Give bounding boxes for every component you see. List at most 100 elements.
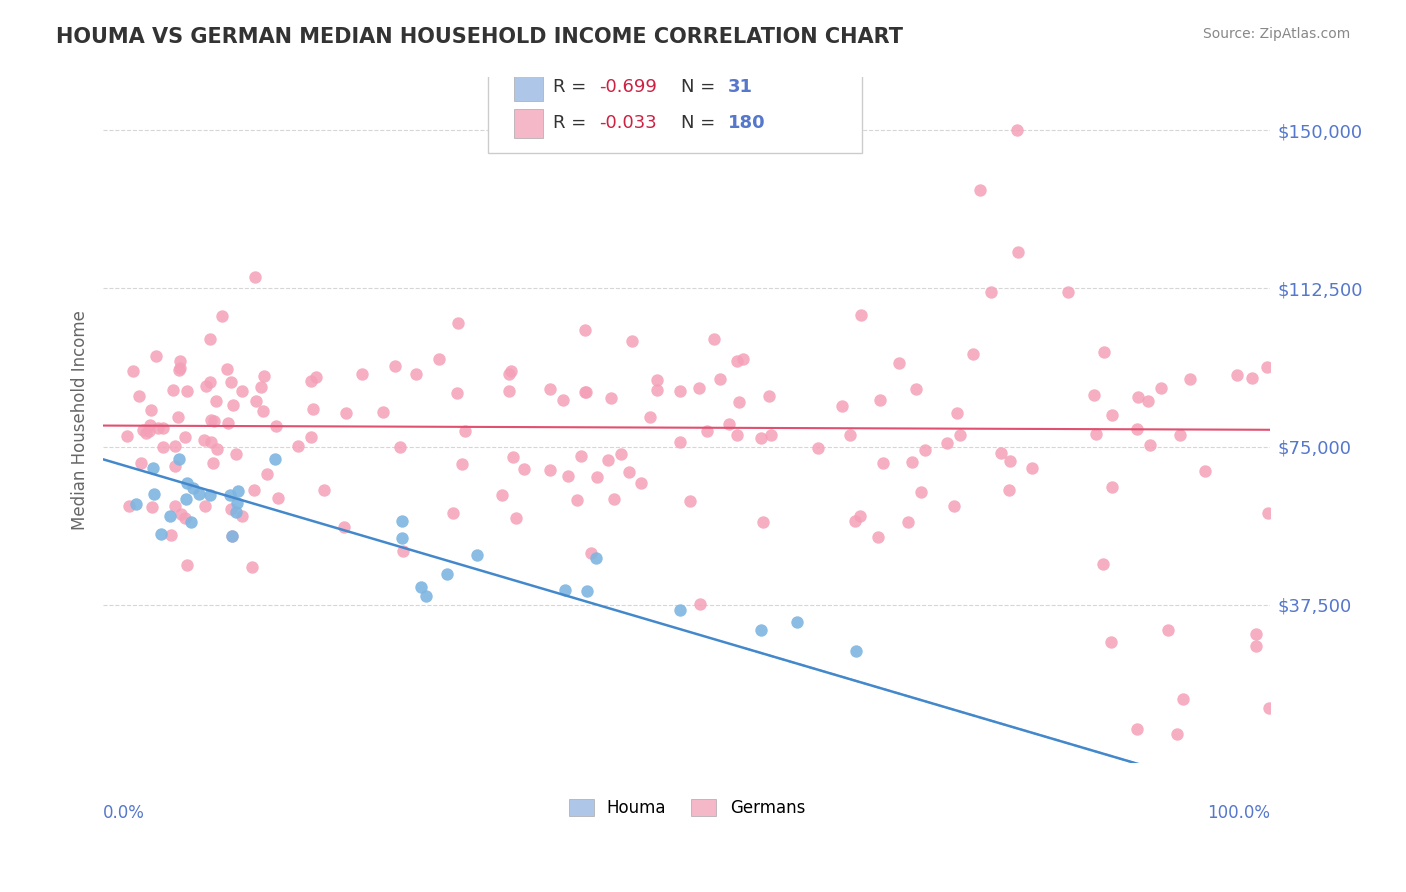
Point xyxy=(188,487,211,501)
Point xyxy=(388,441,411,455)
Point xyxy=(576,584,599,599)
Point xyxy=(696,425,718,439)
Point xyxy=(222,398,245,412)
Legend: Houma, Germans: Houma, Germans xyxy=(562,792,811,823)
Point xyxy=(901,455,924,469)
Point xyxy=(131,423,153,437)
Point xyxy=(1021,461,1043,475)
Point xyxy=(512,461,534,475)
Point xyxy=(1126,422,1149,436)
Point xyxy=(124,497,146,511)
Point xyxy=(1226,368,1249,382)
Point xyxy=(142,461,165,475)
Point xyxy=(574,385,596,400)
Point xyxy=(436,567,458,582)
Point xyxy=(176,558,198,572)
Point xyxy=(849,309,872,323)
Point xyxy=(202,413,225,427)
Point xyxy=(384,359,406,373)
Point xyxy=(689,597,711,611)
Point xyxy=(1137,393,1160,408)
Point xyxy=(174,430,197,444)
Text: Source: ZipAtlas.com: Source: ZipAtlas.com xyxy=(1202,27,1350,41)
Point xyxy=(264,452,287,467)
Point xyxy=(786,615,808,629)
Point xyxy=(174,491,197,506)
Point xyxy=(1085,426,1108,441)
Point xyxy=(122,364,145,378)
Point xyxy=(409,580,432,594)
Point xyxy=(250,380,273,394)
Point xyxy=(143,486,166,500)
Point xyxy=(221,529,243,543)
Point xyxy=(669,384,692,398)
Point xyxy=(866,530,889,544)
Point xyxy=(728,394,751,409)
Point xyxy=(905,382,928,396)
Point xyxy=(160,528,183,542)
Point xyxy=(391,531,413,545)
Text: HOUMA VS GERMAN MEDIAN HOUSEHOLD INCOME CORRELATION CHART: HOUMA VS GERMAN MEDIAN HOUSEHOLD INCOME … xyxy=(56,27,903,46)
Point xyxy=(752,515,775,529)
Point xyxy=(333,520,356,534)
Point xyxy=(129,456,152,470)
Point xyxy=(219,488,242,502)
Point xyxy=(335,406,357,420)
Point xyxy=(557,468,579,483)
Point xyxy=(1166,727,1188,741)
Point xyxy=(603,491,626,506)
FancyBboxPatch shape xyxy=(515,72,543,102)
Point xyxy=(243,270,266,285)
Point xyxy=(749,431,772,445)
Point xyxy=(167,409,190,424)
Point xyxy=(181,481,204,495)
Point xyxy=(427,352,450,367)
Point xyxy=(167,362,190,376)
Point xyxy=(221,502,243,516)
Point xyxy=(173,510,195,524)
Point xyxy=(299,430,322,444)
Point xyxy=(1101,408,1123,422)
Point xyxy=(969,183,991,197)
Point xyxy=(1083,388,1105,402)
Point xyxy=(312,483,335,497)
Point xyxy=(392,544,415,558)
Point xyxy=(162,384,184,398)
Point xyxy=(831,400,853,414)
Point xyxy=(709,372,731,386)
Point xyxy=(170,507,193,521)
Point xyxy=(897,515,920,529)
Point xyxy=(942,499,965,513)
Point xyxy=(299,374,322,388)
Point xyxy=(211,309,233,323)
Point xyxy=(733,351,755,366)
Point xyxy=(499,364,522,378)
Point xyxy=(538,382,561,396)
Point xyxy=(1007,245,1029,260)
Point xyxy=(145,349,167,363)
Text: R =: R = xyxy=(553,78,592,96)
Point xyxy=(502,450,524,464)
Point xyxy=(491,488,513,502)
Point xyxy=(1139,438,1161,452)
Point xyxy=(215,362,238,376)
Point xyxy=(231,384,253,399)
Point xyxy=(266,491,288,505)
Point xyxy=(205,442,228,456)
Point xyxy=(1157,623,1180,637)
Text: 31: 31 xyxy=(728,78,752,96)
Point xyxy=(225,505,247,519)
Point xyxy=(949,428,972,442)
Point xyxy=(1005,123,1028,137)
Point xyxy=(575,385,598,400)
Point xyxy=(574,324,596,338)
Point xyxy=(688,381,710,395)
Point xyxy=(287,439,309,453)
Point xyxy=(538,463,561,477)
Point xyxy=(935,435,957,450)
Point xyxy=(669,603,692,617)
Text: 100.0%: 100.0% xyxy=(1208,805,1271,822)
Point xyxy=(159,509,181,524)
Point xyxy=(221,375,243,389)
Point xyxy=(849,509,872,524)
